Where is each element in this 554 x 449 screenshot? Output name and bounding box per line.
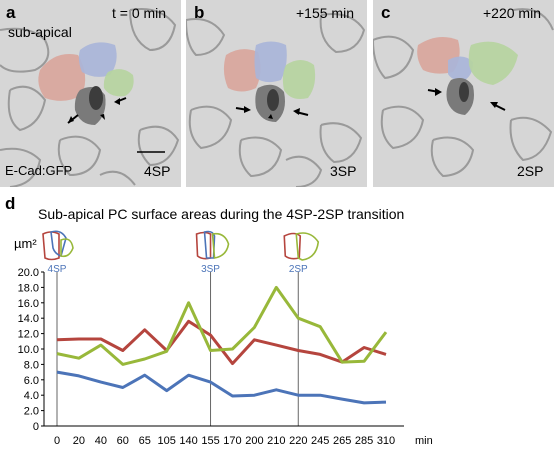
x-tick-label: 40 <box>95 435 107 447</box>
x-tick-label: 200 <box>245 435 263 447</box>
panel-stage-c: 2SP <box>517 163 544 179</box>
panel-time-a: t = 0 min <box>112 5 167 21</box>
chart-title: Sub-apical PC surface areas during the 4… <box>38 206 404 222</box>
x-tick-label: 20 <box>73 435 85 447</box>
surface-area-chart: d Sub-apical PC surface areas during the… <box>5 194 433 447</box>
stage-marker-label: 4SP <box>48 264 67 275</box>
x-tick-label: 170 <box>223 435 241 447</box>
x-tick-label: 245 <box>311 435 329 447</box>
series-line-2 <box>56 370 387 405</box>
micrograph-image-a <box>0 0 181 187</box>
panel-time-b: +155 min <box>296 5 354 21</box>
y-tick-label: 10.0 <box>18 344 39 356</box>
micrograph-panel-b: b +155 min 3SP <box>186 0 367 187</box>
y-tick-label: 2.0 <box>24 406 39 418</box>
panel-stage-a: 4SP <box>144 163 171 179</box>
micrograph-panel-c: c +220 min 2SP <box>373 0 554 187</box>
cell-outline-icon <box>195 230 230 260</box>
x-axis-unit: min <box>415 435 433 447</box>
x-tick-label: 265 <box>333 435 351 447</box>
panel-marker-label: E-Cad:GFP <box>5 163 73 178</box>
panel-letter-d: d <box>5 194 15 213</box>
y-tick-label: 14.0 <box>18 313 39 325</box>
cell-outline-icon <box>283 232 320 261</box>
micrograph-image-c <box>373 0 554 187</box>
series-line-0 <box>56 319 387 366</box>
y-tick-label: 16.0 <box>18 298 39 310</box>
panel-letter-b: b <box>194 3 205 22</box>
panel-time-c: +220 min <box>483 5 541 21</box>
y-tick-label: 20.0 <box>18 267 39 279</box>
panel-letter-a: a <box>6 3 16 22</box>
x-tick-label: 210 <box>267 435 285 447</box>
panel-stage-b: 3SP <box>330 163 357 179</box>
y-tick-label: 18.0 <box>18 282 39 294</box>
x-tick-label: 285 <box>355 435 373 447</box>
stage-marker-label: 3SP <box>201 264 220 275</box>
x-tick-label: 155 <box>201 435 219 447</box>
x-tick-label: 310 <box>377 435 395 447</box>
panel-region-label: sub-apical <box>8 24 72 40</box>
y-tick-label: 0 <box>33 421 39 433</box>
x-tick-label: 220 <box>289 435 307 447</box>
y-tick-label: 6.0 <box>24 375 39 387</box>
series-line-1 <box>56 285 388 366</box>
micrograph-panel-a: a t = 0 min sub-apical E-Cad:GFP 4SP <box>0 0 181 187</box>
cell-outline-icon <box>42 230 74 261</box>
x-tick-label: 60 <box>117 435 129 447</box>
y-axis-unit: µm² <box>14 236 37 251</box>
x-tick-label: 65 <box>139 435 151 447</box>
x-tick-label: 140 <box>179 435 197 447</box>
y-tick-label: 8.0 <box>24 359 39 371</box>
stage-marker-label: 2SP <box>289 264 308 275</box>
y-tick-label: 12.0 <box>18 329 39 341</box>
x-tick-label: 0 <box>54 435 60 447</box>
micrograph-image-b <box>186 0 367 187</box>
y-tick-label: 4.0 <box>24 390 39 402</box>
x-tick-label: 105 <box>157 435 175 447</box>
panel-letter-c: c <box>381 3 391 22</box>
